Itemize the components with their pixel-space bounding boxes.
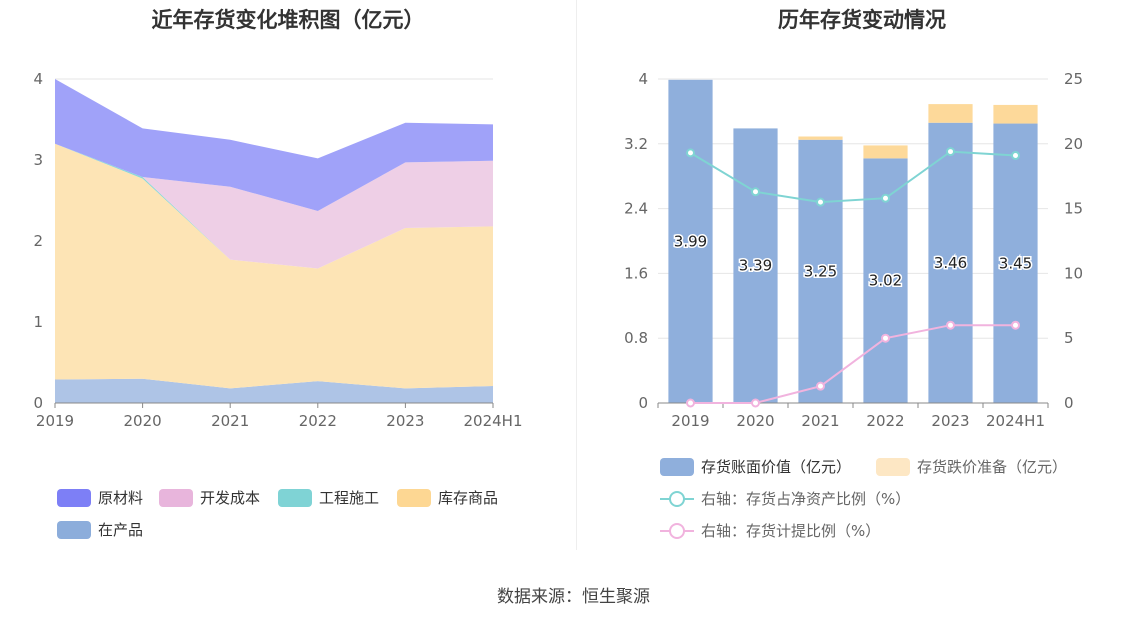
bar-data-label: 3.45 — [999, 254, 1032, 272]
legend-swatch — [159, 488, 193, 507]
y2-tick-label: 10 — [1064, 264, 1083, 282]
y2-tick-label: 5 — [1064, 329, 1074, 347]
line-point — [1011, 150, 1020, 160]
bar-data-label: 3.99 — [674, 232, 707, 250]
bar-impairment — [993, 104, 1038, 124]
x-tick-label: 2019 — [671, 412, 709, 430]
line-point — [686, 148, 695, 158]
x-tick-label: 2022 — [299, 412, 337, 430]
bar-book-value — [733, 128, 778, 403]
x-tick-label: 2024H1 — [986, 412, 1045, 430]
right-legend: 存货账面价值（亿元） 存货跌价准备（亿元） 右轴：存货占净资产比例（%） 右轴：… — [577, 0, 1147, 550]
legend-item-net-asset-ratio[interactable]: 右轴：存货占净资产比例（%） — [660, 488, 910, 509]
legend-item-finished-goods[interactable]: 库存商品 — [397, 487, 498, 508]
legend-line-symbol — [660, 522, 694, 540]
x-tick-label: 2019 — [36, 412, 74, 430]
line-point — [946, 320, 955, 330]
x-tick-label: 2023 — [931, 412, 969, 430]
legend-label: 在产品 — [98, 521, 144, 539]
x-tick-label: 2024H1 — [464, 412, 523, 430]
legend-label: 库存商品 — [438, 489, 499, 507]
line-series — [690, 324, 1016, 404]
legend-item-provision-ratio[interactable]: 右轴：存货计提比例（%） — [660, 520, 880, 541]
legend-item-raw-material[interactable]: 原材料 — [57, 487, 143, 508]
bar-data-label: 3.25 — [804, 262, 837, 280]
line-point — [881, 193, 890, 203]
area-series — [55, 143, 493, 389]
legend-label: 开发成本 — [200, 489, 261, 507]
right-chart-panel: 历年存货变动情况 0 0.8 1.6 2.4 3.2 4 0 5 10 15 20 25 2019 202… — [577, 0, 1147, 550]
bar-book-value — [668, 79, 713, 403]
left-chart-title: 近年存货变化堆积图（亿元） — [151, 8, 425, 32]
area-series — [55, 79, 493, 211]
x-tick-label: 2022 — [866, 412, 904, 430]
bar-book-value — [928, 122, 973, 404]
bar-impairment — [863, 145, 908, 159]
legend-item-impairment[interactable]: 存货跌价准备（亿元） — [876, 456, 1067, 477]
y2-tick-label: 20 — [1064, 135, 1083, 153]
x-tick-label: 2021 — [211, 412, 249, 430]
bar-impairment — [798, 136, 843, 140]
y-tick-label: 1 — [33, 313, 43, 331]
line-point — [751, 187, 760, 197]
legend-swatch — [278, 488, 312, 507]
bar-line-chart: 0 0.8 1.6 2.4 3.2 4 0 5 10 15 20 25 2019 2020 2021 2022… — [624, 70, 1083, 430]
x-tick-label: 2020 — [124, 412, 162, 430]
legend-item-construction[interactable]: 工程施工 — [278, 487, 379, 508]
bar-data-label: 3.02 — [869, 272, 902, 290]
bar-data-label: 3.46 — [934, 254, 967, 272]
legend-item-book-value[interactable]: 存货账面价值（亿元） — [660, 456, 851, 477]
legend-label: 存货跌价准备（亿元） — [917, 458, 1068, 476]
legend-swatch — [876, 457, 910, 476]
y-tick-label: 0 — [33, 394, 43, 412]
y-tick-label: 3.2 — [624, 135, 648, 153]
legend-line-symbol — [660, 490, 694, 508]
data-source-note: 数据来源：恒生聚源 — [497, 587, 650, 607]
y2-tick-label: 0 — [1064, 394, 1074, 412]
bar-data-label: 3.39 — [739, 257, 772, 275]
right-chart-title: 历年存货变动情况 — [778, 8, 946, 32]
y-tick-label: 4 — [33, 70, 43, 88]
y-tick-label: 0 — [638, 394, 648, 412]
x-tick-label: 2021 — [801, 412, 839, 430]
line-series — [689, 150, 1016, 204]
stacked-area-chart: 0 1 2 3 4 2019 2020 2021 2022 2023 2024H1 — [33, 70, 523, 430]
legend-label: 存货账面价值（亿元） — [701, 458, 852, 476]
line-point — [751, 398, 760, 408]
line-point — [881, 333, 890, 343]
panel-divider — [576, 0, 577, 550]
y2-tick-label: 25 — [1064, 70, 1083, 88]
line-point — [816, 381, 825, 391]
line-point — [946, 147, 955, 157]
legend-swatch — [397, 488, 431, 507]
y-tick-label: 4 — [638, 70, 648, 88]
y-tick-label: 0.8 — [624, 329, 648, 347]
area-series — [55, 378, 493, 403]
line-point — [816, 197, 825, 207]
legend-label: 右轴：存货计提比例（%） — [701, 522, 881, 540]
legend-label: 原材料 — [98, 489, 144, 507]
y2-tick-label: 15 — [1064, 200, 1083, 218]
legend-item-development-cost[interactable]: 开发成本 — [159, 487, 260, 508]
bar-book-value — [993, 123, 1038, 404]
legend-label: 右轴：存货占净资产比例（%） — [701, 490, 911, 508]
legend-item-wip[interactable]: 在产品 — [57, 519, 143, 540]
legend-label: 工程施工 — [319, 489, 380, 507]
y-tick-label: 3 — [33, 151, 43, 169]
y-tick-label: 2.4 — [624, 200, 648, 218]
area-series — [55, 143, 493, 269]
line-point — [1011, 320, 1020, 330]
legend-swatch — [57, 488, 91, 507]
line-point — [686, 398, 695, 408]
legend-swatch — [660, 457, 694, 476]
x-tick-label: 2020 — [736, 412, 774, 430]
left-legend: 原材料 开发成本 工程施工 库存商品 在产品 — [0, 0, 576, 550]
legend-swatch — [57, 520, 91, 539]
bar-impairment — [928, 104, 973, 123]
y-tick-label: 1.6 — [624, 264, 648, 282]
left-chart-panel: 近年存货变化堆积图（亿元） 0 1 2 3 4 2019 2020 2021 2022 2023 2… — [0, 0, 576, 550]
x-tick-label: 2023 — [386, 412, 424, 430]
y-tick-label: 2 — [33, 232, 43, 250]
bar-book-value — [798, 139, 843, 403]
